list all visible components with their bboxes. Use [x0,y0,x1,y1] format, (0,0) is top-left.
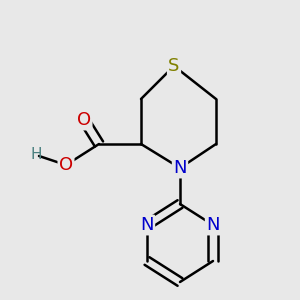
Text: N: N [140,216,154,234]
Text: O: O [59,156,73,174]
Text: N: N [173,159,187,177]
Text: H: H [31,147,42,162]
Text: O: O [77,111,91,129]
Text: S: S [168,57,180,75]
Text: N: N [206,216,220,234]
